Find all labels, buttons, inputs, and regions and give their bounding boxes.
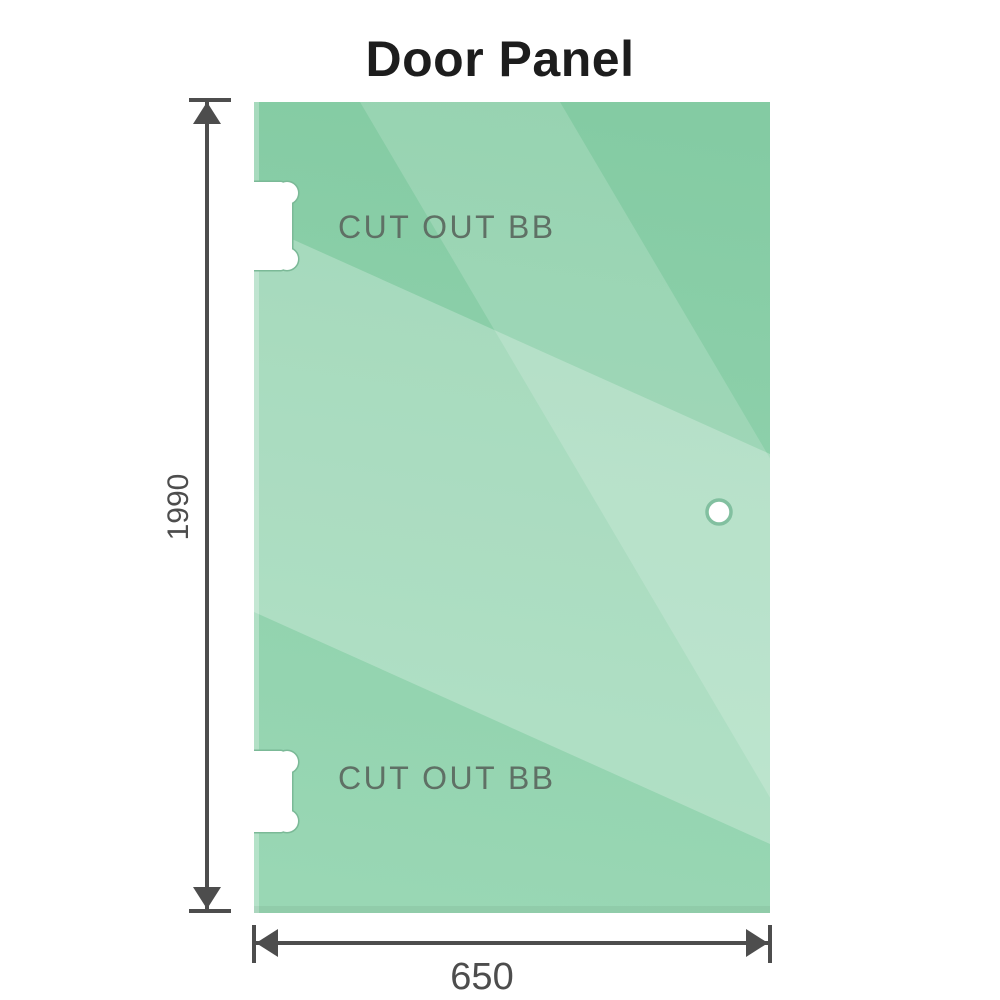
arrow-left-icon bbox=[256, 929, 278, 957]
glass-panel bbox=[254, 102, 770, 913]
handle-hole bbox=[705, 498, 733, 526]
width-dimension bbox=[252, 925, 772, 963]
reflection-streak bbox=[254, 222, 770, 844]
cutout-label-bottom: CUT OUT BB bbox=[338, 760, 556, 796]
height-dimension bbox=[189, 98, 231, 913]
width-dimension-value: 650 bbox=[450, 956, 514, 998]
arrow-right-icon bbox=[746, 929, 768, 957]
height-dimension-value: 1990 bbox=[162, 473, 195, 541]
edge-shade bbox=[254, 906, 770, 913]
edge-highlight bbox=[254, 102, 259, 913]
width-dimension-arrows bbox=[256, 929, 768, 957]
cutout-top bbox=[254, 182, 298, 270]
reflection-streak bbox=[360, 102, 770, 798]
cutout-bottom bbox=[254, 751, 298, 832]
cutouts bbox=[254, 182, 298, 832]
arrow-up-icon bbox=[193, 102, 221, 124]
cutout-label-top: CUT OUT BB bbox=[338, 209, 556, 245]
diagram-title: Door Panel bbox=[365, 31, 635, 87]
glass-reflections bbox=[254, 102, 770, 913]
height-dimension-arrows bbox=[193, 102, 221, 909]
arrow-down-icon bbox=[193, 887, 221, 909]
